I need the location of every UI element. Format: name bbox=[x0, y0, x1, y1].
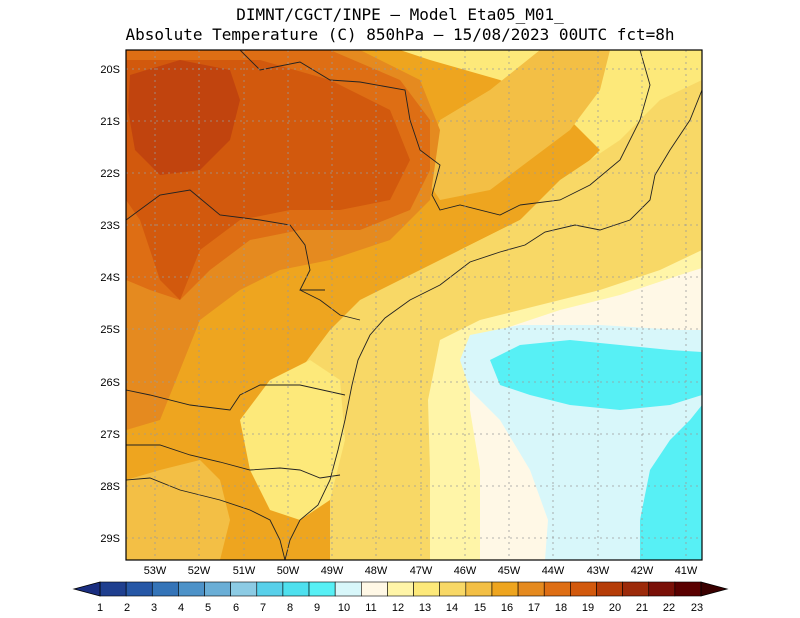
coastline bbox=[284, 89, 702, 560]
temperature-field bbox=[126, 50, 702, 560]
colorbar-label: 11 bbox=[365, 602, 376, 614]
colorbar-swatch bbox=[543, 581, 571, 597]
band-9-10-north bbox=[490, 340, 702, 410]
colorbar-label: 21 bbox=[636, 602, 648, 614]
colorbar-label: 3 bbox=[151, 602, 157, 614]
colorbar-swatch bbox=[491, 581, 519, 597]
colorbar-swatch bbox=[517, 581, 545, 597]
band-16-17-north bbox=[420, 50, 610, 200]
band-13-interior bbox=[240, 360, 345, 520]
colorbar-swatch bbox=[334, 581, 362, 597]
colorbar-swatch bbox=[596, 581, 623, 597]
colorbar-swatch bbox=[387, 581, 414, 597]
longitude-labels: 53W 52W 51W 50W 49W 48W 47W 46W 45W 44W … bbox=[144, 565, 698, 577]
lon-label: 49W bbox=[321, 565, 344, 577]
colorbar-label: 14 bbox=[446, 602, 458, 614]
lon-label: 52W bbox=[188, 565, 211, 577]
colorbar-label: 5 bbox=[205, 602, 211, 614]
colorbar-swatch bbox=[151, 581, 179, 597]
colorbar-swatch bbox=[622, 581, 650, 597]
lon-label: 41W bbox=[675, 565, 698, 577]
lon-label: 47W bbox=[410, 565, 433, 577]
colorbar-label: 9 bbox=[314, 602, 320, 614]
colorbar-labels: 1 2 3 4 5 6 7 8 9 10 11 12 13 14 15 16 1… bbox=[97, 602, 703, 614]
colorbar-swatch bbox=[308, 581, 336, 597]
lon-label: 45W bbox=[498, 565, 521, 577]
latitude-labels: 20S 21S 22S 23S 24S 25S 26S 27S 28S 29S bbox=[100, 64, 120, 545]
state-border-mg-rj bbox=[519, 50, 651, 206]
colorbar: 1 2 3 4 5 6 7 8 9 10 11 12 13 14 15 16 1… bbox=[72, 581, 729, 614]
colorbar-swatch bbox=[413, 581, 440, 597]
colorbar-swatch bbox=[674, 581, 702, 597]
lon-label: 42W bbox=[631, 565, 654, 577]
colorbar-label: 4 bbox=[178, 602, 184, 614]
colorbar-swatch bbox=[282, 581, 310, 597]
title-line-2: Absolute Temperature (C) 850hPa – 15/08/… bbox=[125, 25, 675, 44]
colorbar-label: 13 bbox=[419, 602, 431, 614]
gridlines bbox=[126, 50, 702, 560]
colorbar-label: 16 bbox=[501, 602, 513, 614]
lon-label: 48W bbox=[365, 565, 388, 577]
colorbar-swatch bbox=[230, 581, 258, 597]
colorbar-label: 8 bbox=[287, 602, 293, 614]
colorbar-swatch bbox=[99, 581, 127, 597]
colorbar-label: 15 bbox=[474, 602, 486, 614]
lat-label: 20S bbox=[100, 64, 120, 76]
lon-label: 51W bbox=[233, 565, 256, 577]
colorbar-swatch bbox=[361, 581, 388, 597]
colorbar-label: 10 bbox=[338, 602, 350, 614]
lat-label: 21S bbox=[100, 116, 120, 128]
colorbar-swatch bbox=[439, 581, 467, 597]
border-rs bbox=[126, 477, 286, 560]
lat-label: 29S bbox=[100, 533, 120, 545]
title-line-1: DIMNT/CGCT/INPE – Model Eta05_M01_ bbox=[236, 5, 564, 24]
colorbar-label: 2 bbox=[124, 602, 130, 614]
colorbar-label: 17 bbox=[528, 602, 540, 614]
lat-label: 22S bbox=[100, 168, 120, 180]
colorbar-label: 1 bbox=[97, 602, 103, 614]
band-16-17-south bbox=[126, 460, 230, 560]
band-20-21 bbox=[128, 60, 240, 175]
colorbar-swatches bbox=[99, 581, 702, 597]
colorbar-label: 7 bbox=[260, 602, 266, 614]
lat-label: 26S bbox=[100, 377, 120, 389]
colorbar-swatch bbox=[648, 581, 676, 597]
lon-label: 43W bbox=[587, 565, 610, 577]
colorbar-label: 22 bbox=[663, 602, 675, 614]
colorbar-swatch bbox=[465, 581, 493, 597]
lon-label: 46W bbox=[454, 565, 477, 577]
state-border-mg-sp bbox=[239, 50, 521, 216]
state-border-pr-sc bbox=[126, 384, 346, 411]
lat-label: 24S bbox=[100, 272, 120, 284]
lon-label: 50W bbox=[277, 565, 300, 577]
colorbar-swatch bbox=[178, 581, 205, 597]
lon-label: 44W bbox=[542, 565, 565, 577]
state-border-sc-rs bbox=[126, 444, 341, 479]
state-border-sp-pr bbox=[299, 289, 361, 321]
state-border-ms-pr bbox=[126, 189, 325, 291]
colorbar-label: 18 bbox=[555, 602, 567, 614]
band-9-10-south bbox=[640, 405, 702, 560]
colorbar-label: 6 bbox=[233, 602, 239, 614]
colorbar-swatch bbox=[204, 581, 231, 597]
colorbar-label: 12 bbox=[392, 602, 404, 614]
lat-label: 25S bbox=[100, 324, 120, 336]
colorbar-swatch bbox=[125, 581, 153, 597]
colorbar-swatch bbox=[256, 581, 284, 597]
plot-frame bbox=[125, 49, 703, 561]
colorbar-label: 19 bbox=[582, 602, 594, 614]
colorbar-low-arrow bbox=[72, 581, 101, 597]
colorbar-swatch bbox=[570, 581, 597, 597]
boundaries bbox=[126, 50, 702, 560]
colorbar-high-arrow bbox=[700, 581, 729, 597]
lat-label: 28S bbox=[100, 481, 120, 493]
colorbar-label: 20 bbox=[609, 602, 621, 614]
lat-label: 27S bbox=[100, 429, 120, 441]
lat-label: 23S bbox=[100, 220, 120, 232]
colorbar-label: 23 bbox=[691, 602, 703, 614]
lon-label: 53W bbox=[144, 565, 167, 577]
